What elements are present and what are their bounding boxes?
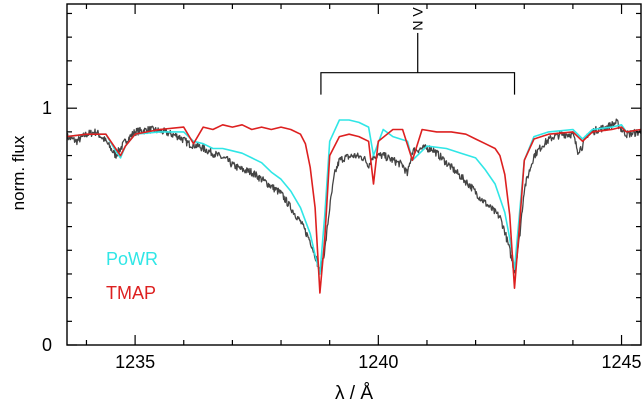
plot-frame	[66, 3, 642, 346]
series-layer	[67, 118, 641, 294]
y-tick-label: 0	[42, 335, 52, 355]
y-axis-label: norm. flux	[9, 135, 28, 210]
x-tick-label: 1235	[115, 352, 155, 372]
axis-layer: 1235 1240 1245 0 1	[42, 4, 642, 372]
series-line-tmap	[67, 124, 641, 294]
legend-powr: PoWR	[106, 249, 158, 269]
x-tick-label: 1245	[602, 352, 642, 372]
series-line-observed	[67, 118, 641, 274]
annotation-layer: N V	[320, 7, 516, 95]
nv-label: N V	[410, 7, 426, 31]
x-tick-label: 1240	[358, 352, 398, 372]
nv-bracket	[320, 72, 516, 95]
legend-tmap: TMAP	[106, 283, 156, 303]
y-tick-label: 1	[42, 98, 52, 118]
x-axis-label: λ / Å	[335, 383, 373, 404]
